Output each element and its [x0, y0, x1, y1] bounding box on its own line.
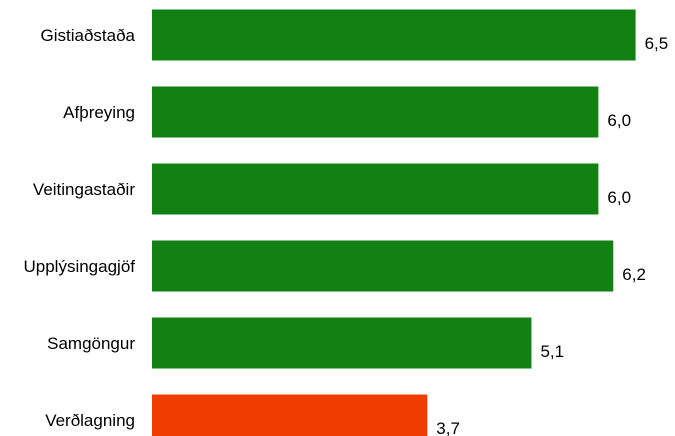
- value-label: 6,2: [622, 265, 646, 284]
- bar: [152, 394, 428, 436]
- value-labels: 6,5 6,0 6,0 6,2 5,1 3,7: [436, 34, 668, 436]
- category-label: Afþreying: [63, 103, 135, 122]
- bar: [152, 9, 636, 61]
- bar: [152, 86, 599, 138]
- value-label: 3,7: [436, 419, 460, 436]
- bars: [152, 9, 636, 436]
- value-label: 6,0: [607, 111, 631, 130]
- value-label: 6,0: [607, 188, 631, 207]
- value-label: 6,5: [645, 34, 669, 53]
- category-label: Samgöngur: [47, 334, 135, 353]
- category-label: Gistiaðstaða: [41, 26, 136, 45]
- category-label: Verðlagning: [45, 411, 135, 430]
- bar: [152, 317, 532, 369]
- bar: [152, 163, 599, 215]
- value-label: 5,1: [540, 342, 564, 361]
- category-label: Veitingastaðir: [33, 180, 135, 199]
- category-labels: Gistiaðstaða Afþreying Veitingastaðir Upplý…: [23, 26, 135, 430]
- bar: [152, 240, 614, 292]
- category-label: Upplýsingagjöf: [23, 257, 135, 276]
